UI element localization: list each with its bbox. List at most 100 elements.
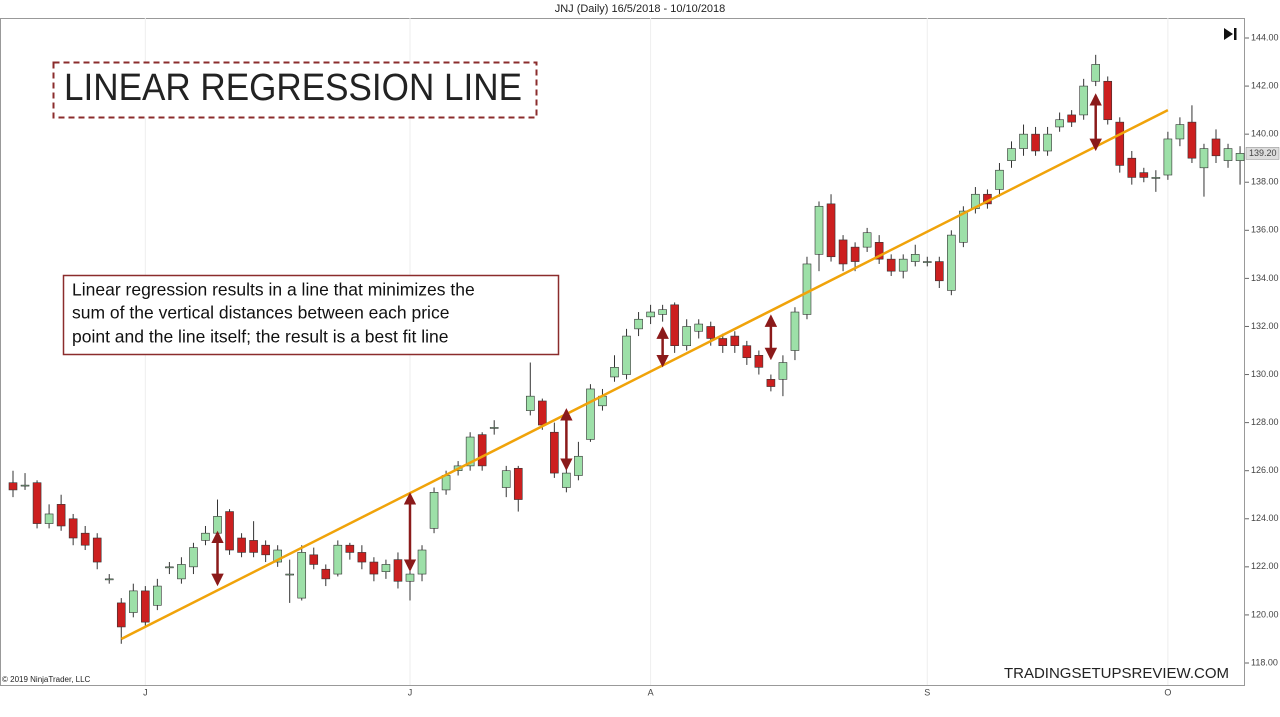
- candle-body: [790, 311, 800, 351]
- candle-body: [141, 590, 150, 623]
- candle-body: [201, 532, 210, 541]
- candle-body: [947, 234, 956, 291]
- candle-body: [1223, 148, 1233, 161]
- heading-box: [52, 61, 538, 119]
- last-price-label: 139.20: [1249, 148, 1277, 158]
- candle-body: [1067, 114, 1076, 123]
- candle-body: [513, 467, 523, 500]
- candle-body: [1187, 121, 1197, 159]
- candle-body: [225, 511, 234, 551]
- x-tick-label: S: [924, 687, 930, 697]
- annotation-line: Linear regression results in a line that…: [72, 280, 475, 300]
- candle-body: [80, 532, 90, 546]
- candle-body: [177, 564, 186, 580]
- candle-body: [8, 482, 18, 491]
- candle-body: [562, 472, 571, 488]
- y-tick-label: 138.00: [1251, 177, 1279, 187]
- candle-body: [465, 436, 475, 467]
- candle-body: [249, 540, 258, 553]
- candle-body: [610, 367, 619, 378]
- candle-body: [1019, 133, 1028, 149]
- candle-body: [321, 568, 331, 580]
- watermark: TRADINGSETUPSREVIEW.COM: [1004, 665, 1229, 682]
- candle-body: [670, 304, 679, 346]
- candle-body: [814, 205, 824, 255]
- candle-body: [405, 573, 415, 582]
- end-button[interactable]: [1224, 28, 1237, 40]
- candle-body: [646, 311, 655, 318]
- candle-body: [995, 169, 1004, 190]
- candle-body: [477, 434, 487, 467]
- candle-body: [1235, 153, 1245, 161]
- candle-body: [922, 261, 932, 263]
- candle-body: [441, 475, 451, 491]
- y-tick-label: 124.00: [1251, 513, 1279, 523]
- candle-body: [381, 564, 391, 572]
- candle-body: [153, 585, 162, 606]
- candle-body: [730, 335, 740, 346]
- candle-body: [1031, 133, 1040, 152]
- candle-body: [285, 573, 294, 576]
- candle-body: [802, 263, 812, 315]
- candle-body: [754, 355, 764, 368]
- candle-body: [742, 345, 752, 359]
- candle-body: [1127, 157, 1137, 178]
- candle-body: [766, 379, 776, 387]
- y-tick-label: 128.00: [1251, 417, 1279, 427]
- y-tick-label: 126.00: [1251, 465, 1279, 475]
- candle-body: [622, 335, 631, 375]
- candle-body: [838, 239, 848, 265]
- y-tick-label: 132.00: [1251, 321, 1279, 331]
- candle-body: [550, 431, 559, 474]
- candle-body: [393, 559, 403, 582]
- candle-body: [1043, 133, 1052, 152]
- candle-body: [489, 427, 499, 429]
- candle-body: [910, 254, 920, 262]
- x-tick-label: A: [648, 687, 654, 697]
- candle-body: [261, 544, 270, 556]
- candle-body: [501, 470, 511, 488]
- candle-body: [1163, 138, 1173, 176]
- candle-body: [32, 482, 42, 524]
- y-tick-label: 144.00: [1251, 32, 1279, 42]
- candle-body: [694, 323, 704, 332]
- candle-body: [862, 232, 872, 248]
- candle-body: [898, 258, 908, 272]
- annotation-line: point and the line itself; the result is…: [72, 327, 448, 347]
- candle-body: [20, 484, 30, 487]
- candle-body: [634, 318, 643, 330]
- candle-body: [357, 552, 367, 563]
- candle-body: [886, 258, 896, 272]
- candle-body: [297, 552, 307, 599]
- y-tick-label: 118.00: [1251, 657, 1278, 667]
- candle-body: [538, 400, 547, 426]
- candle-body: [1055, 119, 1064, 128]
- candle-body: [1091, 64, 1100, 82]
- y-tick-label: 122.00: [1251, 561, 1279, 571]
- candle-body: [959, 210, 968, 243]
- candle-body: [1007, 148, 1016, 161]
- candle-body: [574, 455, 583, 476]
- candle-body: [1151, 177, 1161, 179]
- annotation-line: sum of the vertical distances between ea…: [72, 303, 449, 323]
- candle-body: [213, 516, 222, 534]
- candle-body: [273, 549, 282, 563]
- last-price-box: [1245, 147, 1280, 160]
- candle-body: [417, 549, 427, 575]
- y-tick-label: 140.00: [1251, 129, 1279, 139]
- candle-body: [165, 566, 174, 569]
- x-tick-label: O: [1164, 687, 1171, 697]
- x-tick-label: J: [143, 687, 148, 697]
- candle-body: [1079, 85, 1088, 116]
- candle-body: [706, 326, 716, 339]
- candle-body: [429, 492, 439, 529]
- candle-body: [586, 388, 595, 440]
- candle-body: [68, 518, 78, 539]
- candle-body: [369, 561, 379, 575]
- candle-body: [682, 326, 691, 346]
- candle-body: [935, 261, 944, 282]
- candle-body: [658, 309, 667, 315]
- y-tick-label: 142.00: [1251, 80, 1279, 90]
- y-tick-label: 130.00: [1251, 369, 1279, 379]
- candle-body: [1199, 148, 1209, 169]
